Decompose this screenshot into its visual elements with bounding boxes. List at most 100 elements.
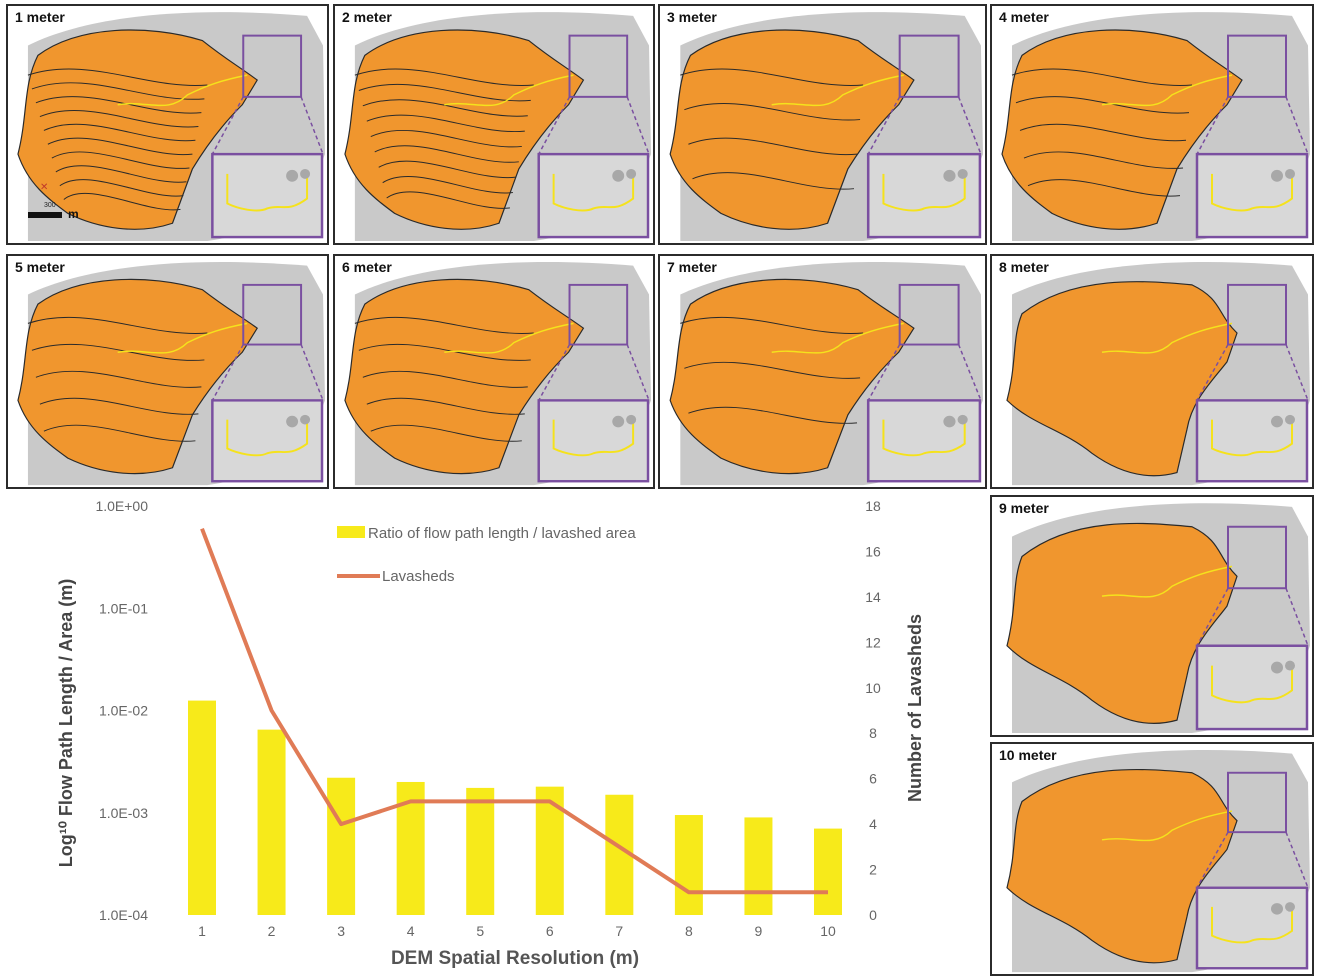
map-panel-6m: 6 meter (333, 254, 655, 489)
x-tick-label: 1 (198, 923, 206, 939)
lavashed-boundary (684, 103, 861, 121)
lavashed-map-7m (669, 262, 983, 486)
map-panel-7m: 7 meter (658, 254, 987, 489)
zoom-inset (1195, 886, 1309, 970)
inset-connector (211, 344, 244, 401)
north-arrow-icon: ✕ (40, 182, 49, 193)
terrain-feature (626, 168, 637, 179)
terrain-feature (1271, 415, 1283, 428)
terrain-feature (943, 169, 956, 182)
terrain-feature (612, 415, 625, 428)
map-panel-2m: 2 meter (333, 4, 655, 245)
lavashed-map-3m (669, 12, 983, 242)
terrain-feature (943, 415, 956, 428)
terrain-feature (957, 168, 968, 179)
inset-connector (1196, 587, 1229, 647)
bar-9 (744, 817, 773, 915)
terrain-feature (612, 169, 625, 182)
inset-connector (1196, 96, 1229, 155)
lavashed-boundary (366, 397, 525, 415)
right-tick-label: 12 (865, 634, 881, 650)
lavashed-boundary (382, 176, 513, 194)
inset-connector (626, 96, 650, 155)
inset-locator-box (1227, 283, 1287, 346)
panel-label: 2 meter (342, 9, 392, 25)
bar-10 (814, 828, 842, 915)
flow-path (1101, 565, 1233, 598)
map-panel-4m: 4 meter (990, 4, 1314, 245)
zoom-inset (211, 152, 324, 239)
scale-unit: m (68, 207, 79, 221)
panel-label: 6 meter (342, 259, 392, 275)
lavashed-boundary (692, 172, 855, 190)
terrain-feature (300, 168, 311, 179)
panel-label: 4 meter (999, 9, 1049, 25)
inset-connector (1196, 831, 1229, 889)
scale-value: 300 (44, 202, 56, 209)
map-panel-1m: 1 meter ✕ 300 m (6, 4, 329, 245)
right-tick-label: 6 (869, 771, 877, 787)
lavashed-boundary (51, 151, 190, 169)
panel-label: 10 meter (999, 747, 1057, 763)
bar-5 (466, 787, 495, 915)
inset-locator-box (242, 283, 303, 346)
panel-label: 5 meter (15, 259, 65, 275)
x-tick-label: 5 (476, 923, 484, 939)
right-tick-label: 10 (865, 680, 881, 696)
inset-flow-path (226, 419, 309, 457)
right-tick-label: 14 (865, 589, 881, 605)
x-tick-label: 7 (615, 923, 623, 939)
inset-locator-box (1227, 34, 1287, 98)
terrain-feature (300, 414, 311, 425)
map-panel-8m: 8 meter (990, 254, 1314, 489)
lavashed-boundary (370, 129, 522, 148)
lavashed-map-6m (344, 262, 652, 486)
inset-connector (957, 96, 982, 155)
inset-flow-path (226, 173, 309, 212)
legend-label-lavasheds: Lavasheds (382, 568, 455, 585)
lavashed-boundary (31, 82, 205, 100)
legend-swatch-ratio (337, 526, 365, 538)
inset-connector (867, 96, 901, 155)
inset-connector (1285, 831, 1309, 889)
x-tick-label: 4 (407, 923, 415, 939)
left-axis-title: Log¹⁰ Flow Path Length / Area (m) (56, 579, 76, 868)
x-tick-label: 6 (546, 923, 554, 939)
terrain-feature (1285, 168, 1295, 179)
right-tick-label: 18 (865, 498, 881, 514)
lavashed-boundary (31, 343, 205, 361)
terrain-feature (1271, 903, 1283, 915)
terrain-feature (1285, 660, 1295, 671)
inset-flow-path (552, 419, 635, 457)
bar-2 (257, 729, 286, 915)
flow-path (444, 322, 574, 354)
panel-label: 9 meter (999, 500, 1049, 516)
inset-connector (626, 344, 650, 401)
lavashed-map-9m (1006, 503, 1310, 734)
x-tick-label: 2 (268, 923, 276, 939)
inset-connector (300, 344, 324, 401)
flow-path (1101, 74, 1233, 107)
bar-1 (188, 700, 216, 915)
lavashed-boundary (362, 370, 528, 388)
inset-flow-path (552, 173, 635, 212)
lavashed-map-2m (344, 12, 652, 242)
flow-path (117, 322, 248, 354)
flow-path-lavashed-chart: 1.0E+00 1.0E-01 1.0E-02 1.0E-03 1.0E-04 0 2 4 6 8… (56, 498, 925, 969)
lavashed-boundary (354, 68, 534, 86)
terrain-feature (1285, 902, 1295, 912)
right-tick-label: 4 (869, 816, 877, 832)
map-panel-10m: 10 meter (990, 742, 1314, 976)
flow-path (1101, 322, 1233, 354)
lavashed-boundary (35, 370, 202, 388)
flow-path (771, 74, 904, 107)
inset-locator-box (898, 34, 960, 98)
zoom-inset (866, 399, 982, 483)
terrain-feature (1271, 661, 1283, 674)
lavashed-boundary (378, 160, 516, 179)
inset-connector (1196, 344, 1229, 401)
lavashed-boundary (370, 424, 522, 442)
inset-connector (538, 344, 571, 401)
inset-connector (957, 344, 982, 401)
inset-connector (867, 344, 901, 401)
